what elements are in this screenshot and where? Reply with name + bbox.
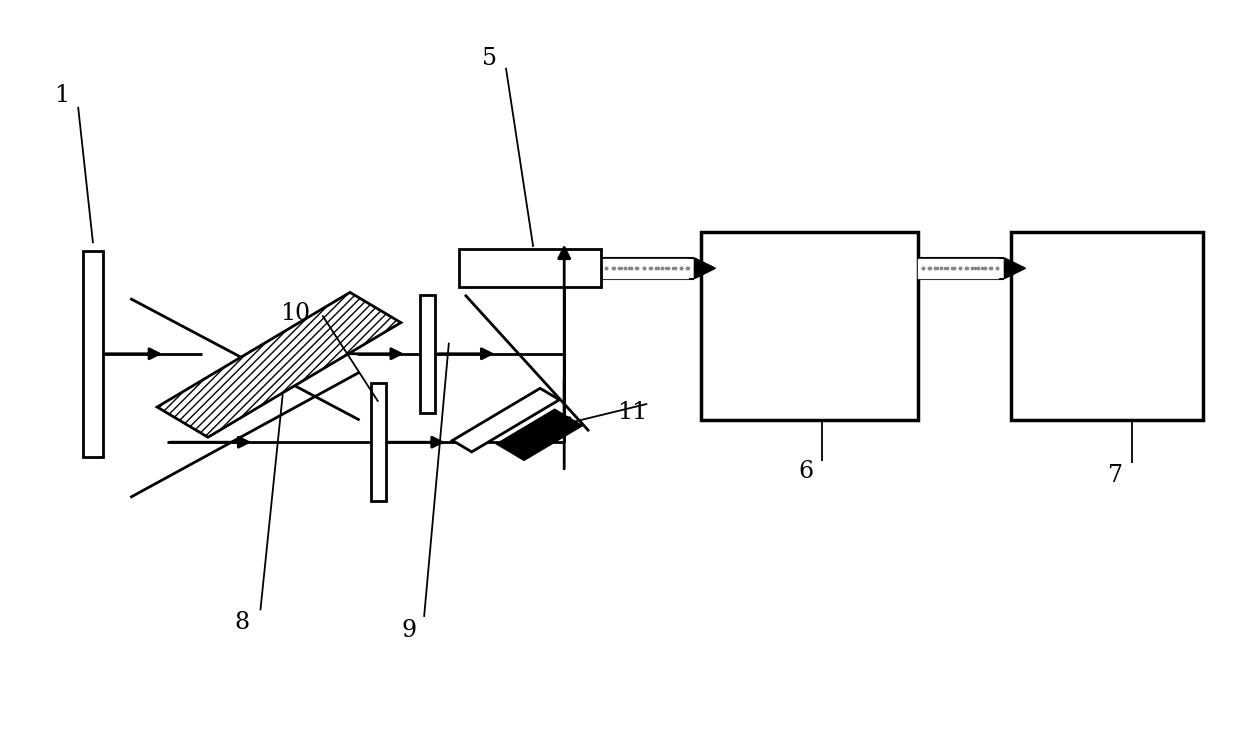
Text: 8: 8 [234, 611, 249, 635]
Polygon shape [453, 388, 559, 452]
Polygon shape [601, 259, 688, 278]
Text: 11: 11 [618, 401, 647, 425]
Bar [701, 232, 918, 420]
Polygon shape [694, 258, 715, 279]
Polygon shape [157, 293, 401, 437]
Bar [371, 383, 386, 501]
Text: 5: 5 [482, 47, 497, 71]
Bar [420, 295, 435, 413]
Text: 10: 10 [280, 301, 310, 325]
Polygon shape [497, 410, 582, 460]
Bar [83, 251, 103, 457]
Text: 6: 6 [799, 460, 813, 483]
Bar [459, 249, 601, 287]
Polygon shape [918, 259, 998, 278]
Text: 1: 1 [55, 84, 69, 108]
Text: 7: 7 [1109, 464, 1123, 487]
Text: 9: 9 [402, 618, 417, 642]
Bar [1011, 232, 1203, 420]
Polygon shape [1004, 258, 1025, 279]
